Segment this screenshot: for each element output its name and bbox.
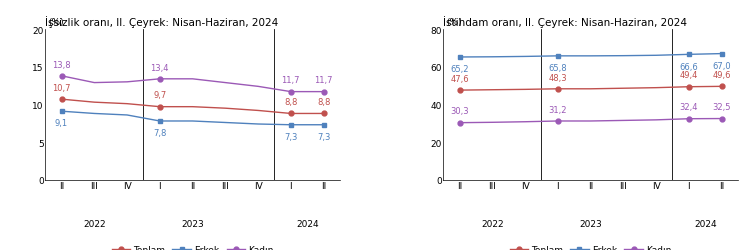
Text: 47,6: 47,6	[450, 74, 469, 84]
Text: 67,0: 67,0	[712, 62, 731, 70]
Text: 2024: 2024	[296, 219, 319, 228]
Text: 8,8: 8,8	[284, 98, 297, 107]
Text: (%): (%)	[48, 18, 64, 27]
Text: 2024: 2024	[694, 219, 717, 228]
Text: 9,1: 9,1	[55, 119, 68, 128]
Text: 48,3: 48,3	[548, 73, 567, 82]
Text: 7,8: 7,8	[153, 129, 166, 138]
Text: İstihdam oranı, II. Çeyrek: Nisan-Haziran, 2024: İstihdam oranı, II. Çeyrek: Nisan-Hazira…	[444, 16, 687, 28]
Text: 32,5: 32,5	[712, 103, 731, 112]
Legend: Toplam, Erkek, Kadın: Toplam, Erkek, Kadın	[108, 242, 277, 250]
Text: 2022: 2022	[481, 219, 504, 228]
Text: 49,6: 49,6	[712, 71, 731, 80]
Text: 7,3: 7,3	[317, 132, 331, 141]
Text: 2023: 2023	[181, 219, 204, 228]
Text: 9,7: 9,7	[153, 91, 166, 100]
Text: (%): (%)	[446, 18, 462, 27]
Text: 10,7: 10,7	[52, 84, 71, 92]
Text: 65,8: 65,8	[548, 64, 567, 73]
Text: 2022: 2022	[83, 219, 105, 228]
Text: 11,7: 11,7	[314, 76, 333, 85]
Text: 13,4: 13,4	[151, 63, 169, 72]
Text: 66,6: 66,6	[679, 62, 698, 71]
Text: 49,4: 49,4	[680, 71, 698, 80]
Text: 30,3: 30,3	[450, 107, 469, 116]
Text: 2023: 2023	[579, 219, 602, 228]
Text: 8,8: 8,8	[317, 98, 331, 107]
Text: İşsizlik oranı, II. Çeyrek: Nisan-Haziran, 2024: İşsizlik oranı, II. Çeyrek: Nisan-Hazira…	[45, 16, 279, 28]
Text: 65,2: 65,2	[450, 65, 469, 74]
Text: 13,8: 13,8	[52, 60, 71, 69]
Text: 31,2: 31,2	[548, 105, 567, 114]
Text: 32,4: 32,4	[679, 103, 698, 112]
Legend: Toplam, Erkek, Kadın: Toplam, Erkek, Kadın	[506, 242, 675, 250]
Text: 11,7: 11,7	[282, 76, 300, 85]
Text: 7,3: 7,3	[284, 132, 297, 141]
